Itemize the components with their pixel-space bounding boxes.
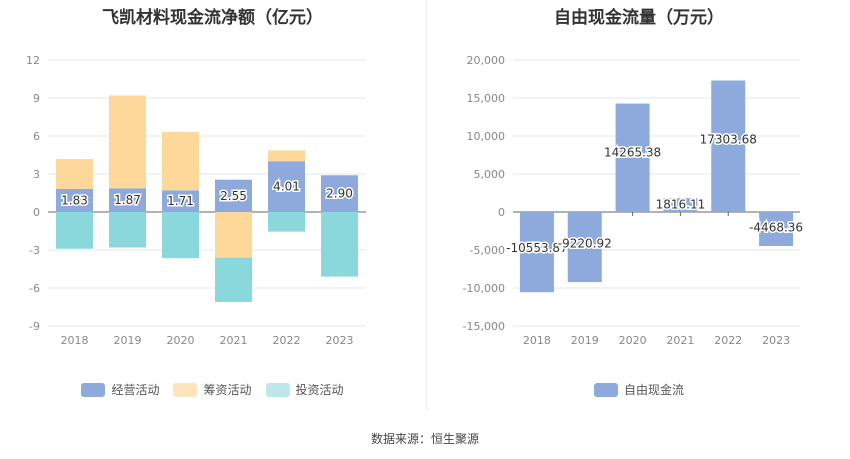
x-tick-label: 2023 (762, 334, 790, 347)
y-tick-label: 9 (33, 92, 40, 105)
x-tick-label: 2022 (273, 334, 301, 347)
bar-自由现金流-2021 (663, 198, 698, 212)
y-tick-label: 3 (33, 168, 40, 181)
y-tick-label: 20,000 (467, 54, 506, 67)
legend-swatch (593, 382, 618, 397)
legend-item-free-cash-flow[interactable]: 自由现金流 (593, 381, 684, 398)
legend-swatch (265, 382, 290, 397)
legend-label: 筹资活动 (203, 383, 252, 397)
y-tick-label: -9 (29, 320, 40, 333)
x-tick-label: 2019 (114, 334, 142, 347)
bar-经营活动-2023 (321, 175, 358, 212)
x-tick-label: 2023 (326, 334, 354, 347)
bar-投资活动-2019 (109, 212, 146, 248)
y-tick-label: 6 (33, 130, 40, 143)
legend: 自由现金流 (428, 381, 850, 398)
legend-label: 自由现金流 (623, 383, 684, 397)
x-tick-label: 2020 (619, 334, 647, 347)
legend-swatch (173, 382, 198, 397)
data-label: 2.90 (326, 187, 353, 201)
y-tick-label: -6 (29, 282, 40, 295)
bar-筹资活动-2020 (162, 132, 199, 191)
data-label: 2.55 (220, 189, 247, 203)
legend-label: 经营活动 (111, 383, 160, 397)
y-tick-label: 10,000 (467, 130, 506, 143)
x-tick-label: 2022 (714, 334, 742, 347)
bar-自由现金流-2019 (567, 212, 602, 283)
panel-divider (426, 0, 427, 410)
legend-item-operating[interactable]: 经营活动 (81, 381, 159, 398)
legend-label: 投资活动 (295, 383, 344, 397)
cash-flow-net-plot: 12 9 6 3 0 -3 -6 -9 2018 2019 2020 2021 2022 2023 1.83… (26, 54, 366, 347)
bar-投资活动-2020 (162, 212, 199, 259)
x-tick-label: 2018 (61, 334, 89, 347)
bar-自由现金流-2018 (519, 212, 554, 293)
bar-自由现金流-2020 (615, 103, 650, 212)
bar-经营活动-2020 (162, 190, 199, 212)
bar-经营活动-2022 (268, 161, 305, 212)
y-tick-label: 0 (33, 206, 40, 219)
free-cash-flow-plot: 20,000 15,000 10,000 5,000 0 -5,000 -10,000 -15… (463, 54, 805, 347)
bar-投资活动-2018 (56, 212, 93, 249)
free-cash-flow-chart: 自由现金流量（万元） 20,000 15,000 10,000 5,000 0 -5,00… (428, 0, 850, 410)
data-label: -9220.92 (558, 237, 612, 251)
data-label: 4.01 (273, 180, 300, 194)
data-label: 1816.11 (656, 197, 706, 211)
data-label: -10553.87 (506, 241, 568, 255)
data-label: 1.83 (61, 193, 88, 207)
bar-筹资活动-2022 (268, 150, 305, 162)
x-tick-label: 2021 (666, 334, 694, 347)
data-label: 1.71 (167, 194, 194, 208)
bar-经营活动-2019 (109, 188, 146, 212)
bar-自由现金流-2023 (759, 212, 794, 246)
x-tick-label: 2021 (220, 334, 248, 347)
chart-title: 飞凯材料现金流净额（亿元） (102, 8, 323, 28)
y-tick-label: 15,000 (467, 92, 506, 105)
bar-投资活动-2023 (321, 212, 358, 277)
bar-投资活动-2021 (215, 257, 252, 302)
data-label: 14265.38 (604, 145, 661, 159)
bar-投资活动-2022 (268, 212, 305, 232)
x-tick-label: 2020 (167, 334, 195, 347)
y-tick-label: 0 (498, 206, 505, 219)
bar-筹资活动-2018 (56, 159, 93, 189)
bar-经营活动-2018 (56, 188, 93, 212)
data-source: 数据来源：恒生聚源 (370, 432, 479, 446)
data-label: 1.87 (114, 193, 141, 207)
bar-筹资活动-2021 (215, 212, 252, 258)
legend-item-financing[interactable]: 筹资活动 (173, 381, 252, 398)
data-label: 17303.68 (700, 133, 757, 147)
legend-swatch (81, 382, 106, 397)
bar-筹资活动-2019 (109, 95, 146, 189)
legend: 经营活动 筹资活动 投资活动 (0, 381, 425, 398)
data-label: -4468.36 (749, 220, 803, 234)
chart-title: 自由现金流量（万元） (554, 8, 724, 28)
x-tick-label: 2018 (523, 334, 551, 347)
bar-经营活动-2021 (215, 179, 252, 212)
y-tick-label: -3 (29, 244, 40, 257)
x-tick-label: 2019 (571, 334, 599, 347)
y-tick-label: 12 (26, 54, 40, 67)
bar-自由现金流-2022 (711, 80, 746, 212)
y-tick-label: -10,000 (463, 282, 505, 295)
cash-flow-net-chart: 飞凯材料现金流净额（亿元） 12 9 6 3 0 -3 -6 -9 2018 2019 2020 20… (0, 0, 425, 410)
y-tick-label: -5,000 (470, 244, 505, 257)
y-tick-label: -15,000 (463, 320, 505, 333)
legend-item-investing[interactable]: 投资活动 (265, 381, 344, 398)
y-tick-label: 5,000 (474, 168, 506, 181)
